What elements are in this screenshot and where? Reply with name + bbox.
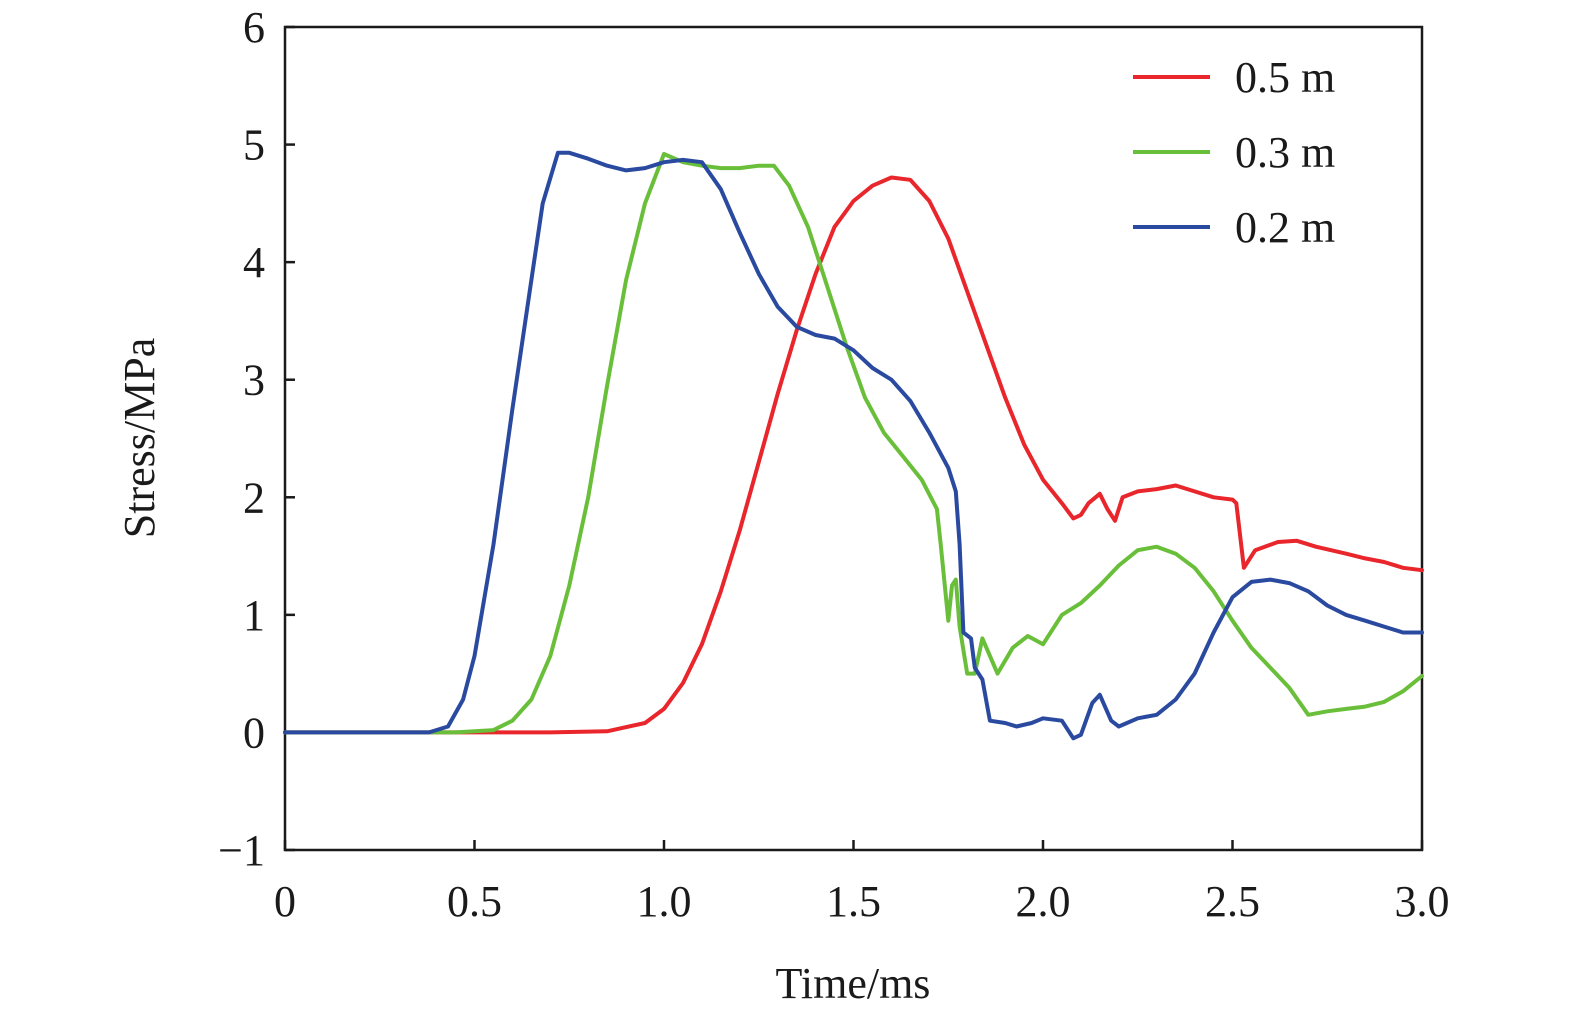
x-tick-label: 3.0 <box>1395 877 1450 926</box>
x-tick-label: 1.5 <box>826 877 881 926</box>
y-tick-label: 5 <box>243 121 265 170</box>
series-layer <box>283 150 1424 741</box>
x-tick-label: 1.0 <box>637 877 692 926</box>
series-line-0 <box>283 175 1424 735</box>
legend: 0.5 m 0.3 m 0.2 m <box>1133 53 1335 252</box>
x-axis-label: Time/ms <box>776 959 931 1008</box>
series-line-2 <box>283 150 1424 741</box>
legend-label: 0.3 m <box>1235 128 1335 177</box>
y-tick-label: 0 <box>243 708 265 757</box>
x-tick-label: 2.0 <box>1016 877 1071 926</box>
y-tick-label: −1 <box>218 826 265 875</box>
legend-label: 0.2 m <box>1235 203 1335 252</box>
y-tick-label: 4 <box>243 238 265 287</box>
x-tick-label: 2.5 <box>1205 877 1260 926</box>
y-axis-label: Stress/MPa <box>115 338 164 538</box>
legend-label: 0.5 m <box>1235 53 1335 102</box>
y-tick-label: 1 <box>243 591 265 640</box>
y-axis-ticks: −1 0 1 2 3 4 5 6 <box>218 3 295 875</box>
y-tick-label: 2 <box>243 473 265 522</box>
series-line-1 <box>283 152 1424 735</box>
x-tick-label: 0.5 <box>447 877 502 926</box>
y-tick-label: 3 <box>243 356 265 405</box>
y-tick-label: 6 <box>243 3 265 52</box>
x-axis-ticks: 0 0.5 1.0 1.5 2.0 2.5 3.0 <box>274 840 1450 926</box>
x-tick-label: 0 <box>274 877 296 926</box>
